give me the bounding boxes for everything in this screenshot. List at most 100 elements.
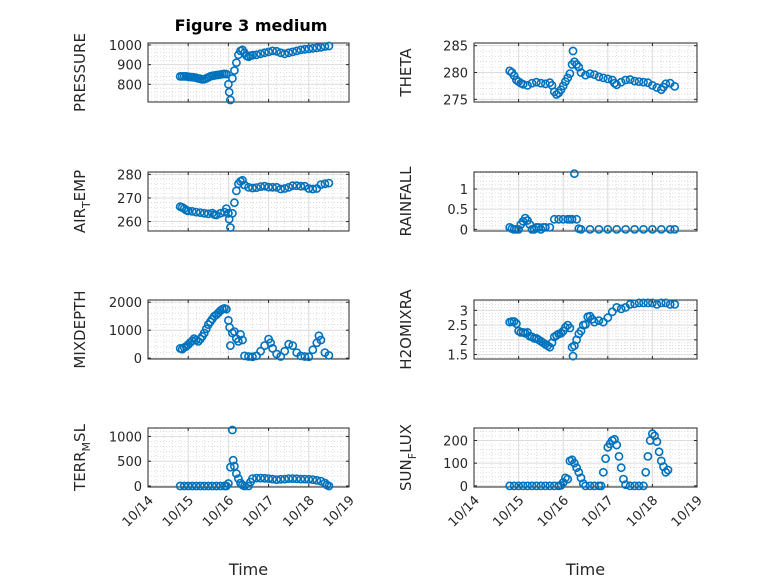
data-point — [505, 481, 515, 491]
y-tick-label: 500 — [117, 455, 142, 470]
data-point — [514, 224, 523, 234]
data-point — [252, 183, 261, 192]
data-point — [221, 304, 231, 314]
x-tick-label: 10/16 — [535, 493, 572, 530]
data-point — [211, 481, 221, 491]
data-point — [630, 299, 639, 309]
figure-title: Figure 3 medium — [175, 16, 328, 35]
data-point — [665, 299, 675, 309]
data-point — [639, 481, 648, 491]
data-point — [256, 49, 265, 59]
data-point — [576, 68, 586, 77]
data-point — [288, 47, 298, 57]
data-point — [527, 78, 537, 88]
data-point — [227, 425, 237, 435]
data-point — [616, 463, 626, 473]
y-tick-label: 2 — [460, 334, 468, 349]
data-point — [630, 481, 639, 491]
data-point — [248, 474, 257, 483]
axes-background — [473, 299, 698, 360]
x-tick-label: 10/19 — [669, 493, 706, 530]
data-point — [240, 351, 249, 361]
data-point — [568, 351, 578, 361]
data-point — [561, 322, 570, 332]
y-tick-label: 285 — [443, 40, 468, 55]
data-point — [308, 345, 318, 355]
data-point — [284, 182, 294, 192]
data-point — [296, 351, 306, 361]
data-point — [300, 352, 310, 361]
data-point — [231, 469, 241, 478]
data-point — [601, 454, 610, 463]
data-point — [670, 224, 680, 234]
y-tick-label: 200 — [443, 434, 468, 449]
data-point — [598, 73, 608, 83]
data-point — [215, 481, 225, 491]
x-tick-label: 10/17 — [240, 493, 277, 530]
data-point — [304, 352, 314, 362]
data-point — [221, 69, 231, 79]
y-tick-label: 0 — [134, 352, 142, 367]
y-axis-label: TERRMSL — [71, 423, 93, 492]
data-point — [581, 70, 590, 80]
data-point — [233, 474, 243, 483]
data-point — [324, 481, 334, 491]
y-tick-label: 0 — [134, 480, 142, 495]
data-point — [603, 224, 613, 234]
data-point — [195, 481, 205, 491]
data-point — [201, 324, 211, 334]
x-tick-label: 10/16 — [200, 493, 237, 530]
data-point — [215, 208, 225, 218]
subplot-terr: 0 500 1000 10/14 10/15 10/16 10/17 10/18 10/19 Ti… — [71, 423, 358, 579]
data-point — [312, 43, 322, 53]
data-series — [505, 429, 673, 491]
data-point — [607, 307, 617, 317]
data-point — [654, 447, 664, 457]
data-point — [324, 178, 334, 188]
data-point — [199, 328, 209, 338]
data-point — [308, 184, 318, 194]
data-point — [643, 451, 653, 461]
data-point — [252, 50, 261, 60]
data-point — [614, 451, 624, 461]
data-point — [663, 465, 673, 475]
data-point — [567, 214, 577, 224]
data-point — [541, 222, 550, 232]
data-series — [175, 175, 334, 232]
data-point — [549, 214, 559, 224]
data-point — [670, 82, 680, 91]
data-point — [634, 481, 644, 491]
data-point — [187, 481, 197, 491]
data-point — [244, 182, 253, 192]
data-point — [248, 183, 257, 193]
data-point — [656, 224, 666, 234]
data-point — [292, 181, 302, 191]
data-point — [570, 169, 579, 178]
data-point — [590, 317, 599, 327]
y-axis-label: SUNFLUX — [397, 424, 419, 491]
axes-frame — [147, 42, 350, 103]
y-tick-label: 100 — [443, 457, 468, 472]
data-point — [558, 81, 568, 91]
data-point — [572, 463, 581, 473]
data-point — [284, 48, 294, 58]
data-point — [665, 224, 675, 234]
data-point — [641, 467, 651, 477]
data-point — [574, 62, 584, 72]
data-point — [536, 481, 546, 491]
data-point — [536, 78, 546, 88]
data-point — [238, 335, 247, 345]
data-point — [514, 481, 523, 491]
x-axis-label: Time — [565, 560, 605, 579]
y-tick-label: 280 — [117, 168, 142, 183]
data-point — [585, 224, 595, 234]
y-tick-label: 1 — [460, 183, 468, 198]
grid — [473, 172, 698, 231]
data-point — [652, 299, 662, 309]
data-point — [518, 481, 528, 491]
data-point — [545, 481, 555, 491]
data-point — [594, 224, 604, 234]
data-point — [211, 210, 221, 220]
data-point — [191, 207, 201, 217]
data-point — [639, 224, 648, 234]
